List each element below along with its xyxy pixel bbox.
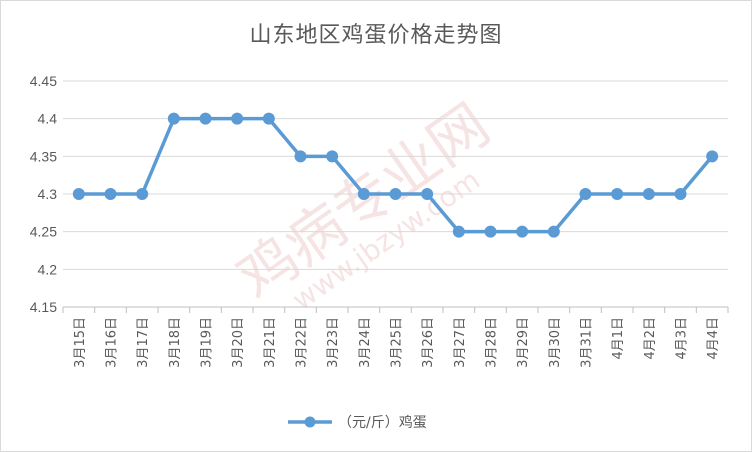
data-point bbox=[72, 188, 85, 200]
x-tick-label: 3月26日 bbox=[421, 317, 436, 368]
data-point bbox=[389, 188, 402, 200]
y-axis-ticks: 4.15 4.2 4.25 4.3 4.35 4.4 4.45 bbox=[30, 73, 57, 315]
data-point bbox=[516, 225, 529, 238]
data-point bbox=[706, 150, 719, 163]
x-tick-label: 3月22日 bbox=[295, 317, 310, 368]
x-tick-label: 4月1日 bbox=[611, 317, 626, 360]
data-point bbox=[674, 188, 687, 200]
x-tick-label: 3月29日 bbox=[516, 317, 531, 368]
x-tick-label: 3月18日 bbox=[168, 317, 183, 368]
chart-title: 山东地区鸡蛋价格走势图 bbox=[249, 23, 503, 48]
x-tick-label: 3月16日 bbox=[105, 317, 120, 368]
legend-marker bbox=[304, 416, 316, 428]
x-tick-label: 4月4日 bbox=[706, 317, 721, 360]
data-point bbox=[231, 112, 244, 125]
y-tick-label: 4.3 bbox=[38, 186, 58, 202]
data-point bbox=[611, 188, 624, 200]
data-point bbox=[452, 225, 465, 238]
y-tick-label: 4.4 bbox=[38, 111, 58, 127]
x-tick-label: 4月3日 bbox=[675, 317, 690, 360]
data-point bbox=[547, 225, 560, 238]
data-point bbox=[199, 112, 212, 125]
x-tick-label: 3月15日 bbox=[73, 317, 88, 368]
x-tick-label: 3月23日 bbox=[326, 317, 341, 368]
x-tick-label: 3月19日 bbox=[200, 317, 215, 368]
y-tick-label: 4.2 bbox=[38, 261, 58, 277]
legend: （元/斤）鸡蛋 bbox=[288, 414, 427, 431]
x-tick-label: 3月24日 bbox=[358, 317, 373, 368]
data-point bbox=[484, 225, 497, 238]
x-tick-label: 4月2日 bbox=[643, 317, 658, 360]
data-point bbox=[421, 188, 434, 200]
legend-label: （元/斤）鸡蛋 bbox=[338, 414, 427, 431]
x-tick-label: 3月28日 bbox=[485, 317, 500, 368]
data-point bbox=[294, 150, 307, 163]
data-point bbox=[642, 188, 655, 200]
data-point bbox=[326, 150, 339, 163]
series-layer bbox=[72, 112, 719, 238]
x-axis-ticks: 3月15日 3月16日 3月17日 3月18日 3月19日 3月20日 3月21日 3月22日… bbox=[62, 307, 729, 368]
y-tick-label: 4.15 bbox=[30, 299, 57, 315]
data-point bbox=[262, 112, 275, 125]
data-point bbox=[104, 188, 117, 200]
x-tick-label: 3月30日 bbox=[548, 317, 563, 368]
y-tick-label: 4.35 bbox=[30, 148, 57, 164]
watermark: 鸡病专业网 www.jbzyw.com bbox=[225, 90, 502, 316]
x-tick-label: 3月17日 bbox=[136, 317, 151, 368]
y-tick-label: 4.25 bbox=[30, 224, 57, 240]
x-tick-label: 3月27日 bbox=[453, 317, 468, 368]
data-point bbox=[357, 188, 370, 200]
data-point bbox=[579, 188, 592, 200]
x-tick-label: 3月20日 bbox=[231, 317, 246, 368]
x-tick-label: 3月21日 bbox=[263, 317, 278, 368]
x-tick-label: 3月31日 bbox=[580, 317, 595, 368]
data-point bbox=[136, 188, 149, 200]
y-tick-label: 4.45 bbox=[30, 73, 57, 89]
x-tick-label: 3月25日 bbox=[390, 317, 405, 368]
data-point bbox=[167, 112, 180, 125]
